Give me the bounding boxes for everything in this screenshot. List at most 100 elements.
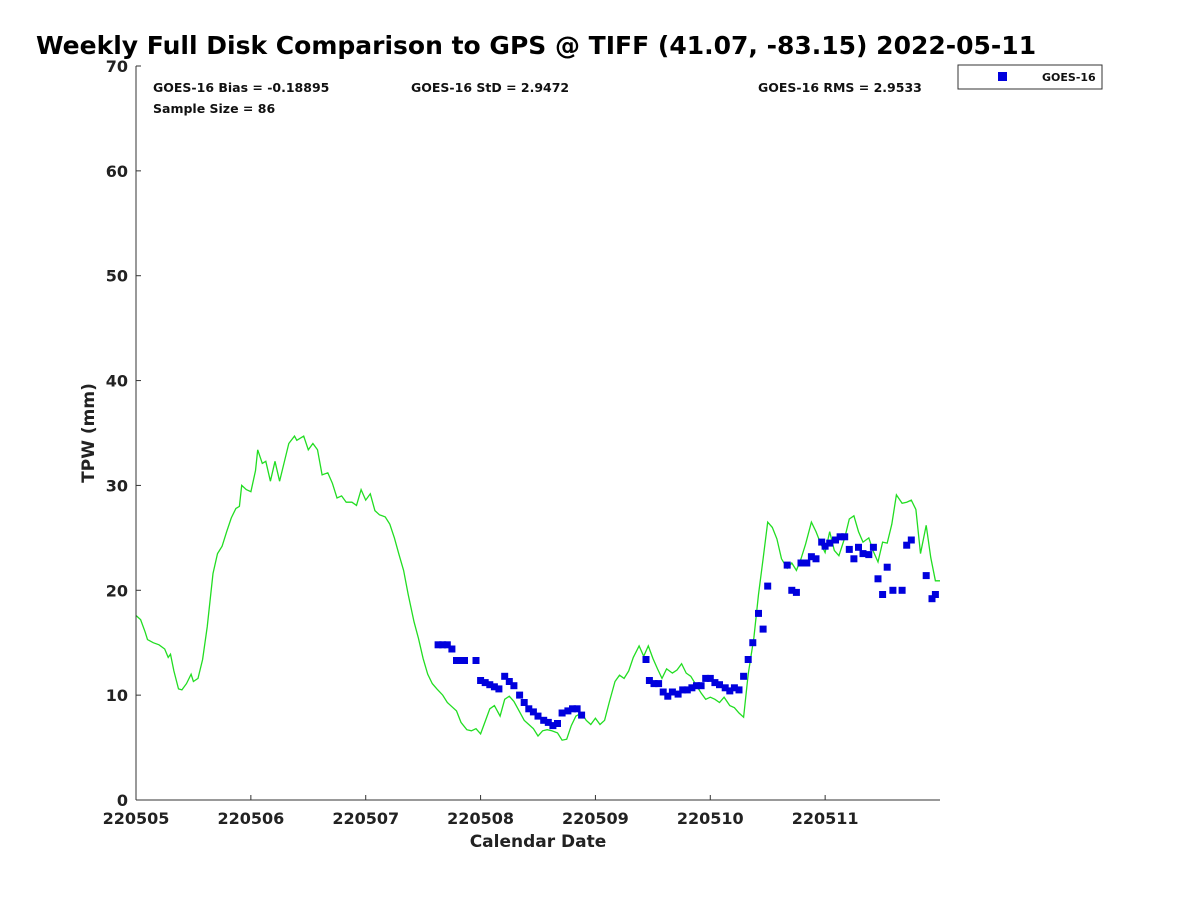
goes-16-point (922, 572, 930, 580)
goes-16-point (879, 591, 887, 598)
goes-16-point (865, 551, 873, 559)
goes-16-point (693, 682, 700, 690)
goes-16-point (832, 536, 839, 544)
goes-16-point (683, 686, 691, 694)
goes-16-point (486, 681, 494, 689)
y-tick-label: 60 (106, 162, 128, 181)
goes-16-point (520, 699, 528, 706)
goes-16-point (730, 684, 738, 692)
goes-16-point (759, 625, 767, 633)
goes-16-point (721, 684, 729, 692)
goes-16-point (812, 555, 820, 563)
goes-16-point (841, 533, 849, 541)
goes-16-point (883, 563, 891, 571)
rms-stat: GOES-16 RMS = 2.9533 (758, 80, 922, 95)
goes-16-point (674, 690, 682, 698)
goes-16-point (472, 657, 480, 664)
goes-16-point (679, 686, 687, 694)
goes-16-point (448, 645, 456, 653)
y-tick-label: 70 (106, 57, 128, 76)
x-tick-label: 220506 (217, 809, 284, 828)
goes-16-point (664, 692, 672, 700)
goes-16-point (740, 672, 748, 680)
goes-16-point (439, 641, 447, 649)
goes-16-point (826, 539, 834, 547)
goes-16-point (797, 559, 805, 567)
goes-16-point (642, 656, 650, 663)
goes-16-point (788, 586, 796, 594)
y-axis-label: TPW (mm) (79, 383, 99, 483)
goes-16-point (578, 711, 586, 719)
goes-16-point (544, 718, 552, 726)
legend-label-goes-16: GOES-16 (1042, 71, 1096, 84)
goes-16-point (490, 683, 498, 691)
goes-16-point (529, 708, 537, 716)
goes-16-point (434, 641, 442, 649)
goes-16-point (456, 657, 464, 664)
x-tick-label: 220510 (677, 809, 744, 828)
goes-16-point (655, 680, 663, 688)
y-tick-label: 0 (117, 791, 128, 810)
y-tick-label: 40 (106, 372, 128, 391)
goes-16-point (569, 705, 576, 713)
goes-16-point (874, 575, 882, 583)
goes-16-point (477, 677, 485, 684)
goes-16-point (510, 682, 518, 690)
goes-16-point (818, 538, 826, 546)
goes-16-point (645, 677, 653, 684)
plot-area: 0 10 20 30 40 50 60 70 220505 220506 220507 220508… (103, 57, 940, 828)
goes-16-point (716, 681, 723, 689)
goes-16-point (803, 559, 811, 567)
goes-16-point (573, 705, 581, 713)
std-stat: GOES-16 StD = 2.9472 (411, 80, 569, 95)
y-tick-label: 20 (106, 581, 128, 600)
legend: GOES-16 (957, 64, 1103, 90)
goes-16-point (711, 679, 719, 687)
goes-16-point (505, 678, 513, 685)
x-tick-label: 220505 (103, 809, 170, 828)
goes-16-point (755, 609, 762, 617)
goes-16-point (461, 657, 468, 664)
bias-stat: GOES-16 Bias = -0.18895 (153, 80, 329, 95)
goes-16-point (564, 707, 572, 715)
goes-16-point (821, 542, 829, 550)
goes-16-point (907, 536, 915, 544)
x-tick-label: 220507 (332, 809, 399, 828)
goes-16-point (558, 709, 566, 717)
goes-16-point (807, 553, 815, 561)
goes-16-point (749, 639, 757, 647)
chart-title: Weekly Full Disk Comparison to GPS @ TIF… (36, 31, 1036, 60)
goes-16-point (650, 680, 658, 688)
goes-16-point (554, 720, 561, 727)
goes-16-point (702, 674, 710, 682)
goes-16-point (525, 705, 533, 713)
goes-16-point (443, 641, 451, 649)
y-tick-label: 50 (106, 267, 128, 286)
goes-16-point (659, 688, 667, 696)
goes-16-point (859, 550, 867, 558)
legend-box (957, 64, 1103, 90)
goes-16-point (744, 656, 752, 663)
goes-16-point (903, 541, 911, 549)
goes-16-point (697, 682, 705, 690)
x-tick-label: 220508 (447, 809, 514, 828)
goes-16-point (764, 582, 772, 590)
goes-16-point (850, 555, 858, 563)
goes-16-point (898, 586, 906, 594)
goes-16-point (783, 561, 791, 569)
y-axis-ticks: 0 10 20 30 40 50 60 70 (106, 57, 141, 810)
goes-16-point (688, 684, 696, 692)
goes-16-point (836, 533, 844, 541)
goes-16-series (434, 533, 939, 730)
gps-line (135, 434, 940, 741)
x-axis-ticks: 220505 220506 220507 220508 220509 220510 2205… (103, 795, 859, 828)
goes-16-point (735, 686, 743, 694)
goes-16-point (869, 543, 877, 551)
x-tick-label: 220509 (562, 809, 629, 828)
legend-marker-goes-16 (998, 72, 1007, 81)
goes-16-point (928, 595, 936, 603)
goes-16-point (845, 545, 853, 553)
stats-block: GOES-16 Bias = -0.18895 GOES-16 StD = 2.… (153, 80, 922, 116)
goes-16-point (501, 672, 509, 680)
